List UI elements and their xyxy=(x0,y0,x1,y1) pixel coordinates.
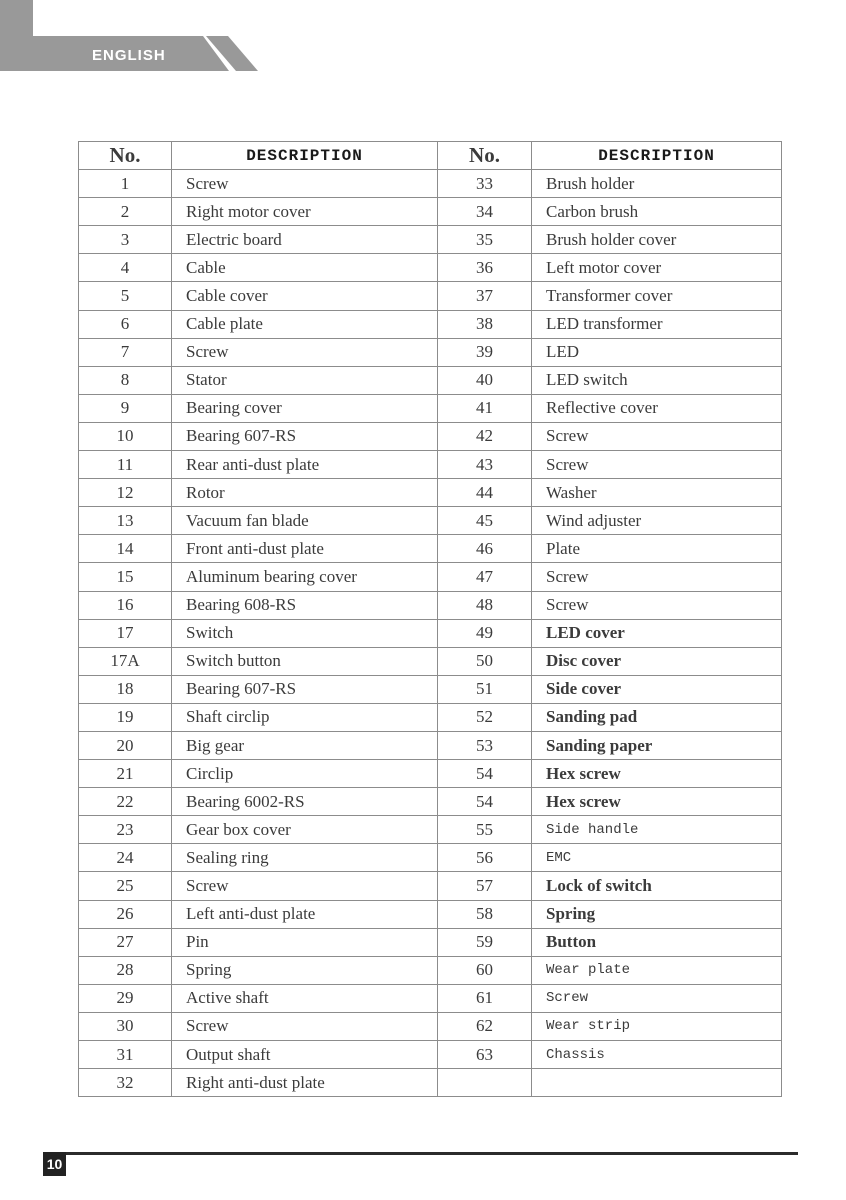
svg-text:ENGLISH: ENGLISH xyxy=(92,47,166,64)
